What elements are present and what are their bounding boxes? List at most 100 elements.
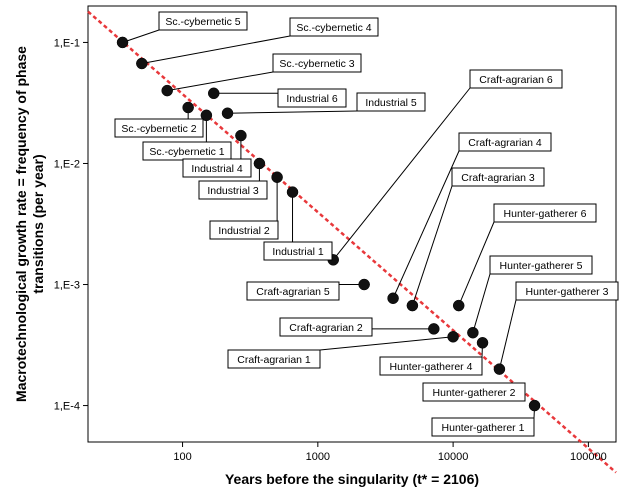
x-tick-label: 10000 xyxy=(438,451,469,463)
point-label: Hunter-gatherer 6 xyxy=(493,203,597,223)
data-point xyxy=(467,326,479,339)
point-label-box xyxy=(277,88,347,108)
y-tick-label: 1,E-3 xyxy=(54,280,80,292)
point-label-box xyxy=(469,69,563,89)
data-point xyxy=(221,107,234,119)
label-leader-line xyxy=(392,150,460,299)
point-label: Hunter-gatherer 1 xyxy=(431,417,535,437)
label-leader-line xyxy=(167,71,274,92)
point-label-box xyxy=(431,417,535,437)
point-labels: Sc.-cybernetic 5 Sc.-cybernetic 4 Sc.-cybe… xyxy=(114,11,619,437)
point-label-text: Sc.-cybernetic 3 xyxy=(279,58,354,70)
x-tick-label: 100 xyxy=(173,451,191,463)
point-label: Hunter-gatherer 2 xyxy=(422,382,526,402)
point-label: Industrial 4 xyxy=(182,158,252,178)
point-label: Craft-agrarian 4 xyxy=(458,132,552,152)
point-label: Sc.-cybernetic 5 xyxy=(158,11,248,31)
point-label-text: Industrial 5 xyxy=(365,97,417,109)
label-leader-line xyxy=(498,299,517,370)
point-label-box xyxy=(493,203,597,223)
point-label-text: Sc.-cybernetic 4 xyxy=(296,22,371,34)
point-label: Sc.-cybernetic 4 xyxy=(289,17,379,37)
x-axis-title: Years before the singularity (t* = 2106) xyxy=(225,471,479,487)
point-label-text: Industrial 6 xyxy=(286,93,338,105)
point-label: Industrial 5 xyxy=(356,92,426,112)
point-label-text: Craft-agrarian 2 xyxy=(289,322,363,334)
point-label: Hunter-gatherer 5 xyxy=(489,255,593,275)
point-label-box xyxy=(451,167,545,187)
data-point xyxy=(182,101,194,114)
axis-ticks: 100 1000 10000 100000 1,E-1 1,E-2 1,E-3 1,E-4 xyxy=(54,37,607,463)
point-label: Craft-agrarian 6 xyxy=(469,69,563,89)
point-label: Industrial 1 xyxy=(263,241,333,261)
point-label-box xyxy=(279,317,373,337)
data-point xyxy=(235,129,247,142)
data-point xyxy=(253,157,266,170)
y-tick-label: 1,E-2 xyxy=(54,158,80,170)
data-points xyxy=(116,36,541,412)
point-label-text: Hunter-gatherer 4 xyxy=(390,361,473,373)
label-leader-line xyxy=(472,273,491,333)
point-label: Craft-agrarian 5 xyxy=(246,281,340,301)
x-tick-label: 1000 xyxy=(306,451,330,463)
data-point xyxy=(493,363,506,375)
point-label: Craft-agrarian 3 xyxy=(451,167,545,187)
fit-line xyxy=(87,10,617,474)
point-label-text: Hunter-gatherer 2 xyxy=(433,387,516,399)
data-point xyxy=(406,299,419,312)
label-leader-line xyxy=(458,221,495,306)
data-point xyxy=(200,109,213,122)
point-label: Industrial 6 xyxy=(277,88,347,108)
data-point xyxy=(428,323,440,335)
data-point xyxy=(447,331,459,343)
y-axis-title-line2: transitions (per year) xyxy=(30,154,46,293)
point-label-text: Hunter-gatherer 1 xyxy=(442,422,525,434)
data-point xyxy=(452,299,465,312)
point-label-text: Sc.-cybernetic 1 xyxy=(149,146,224,158)
point-label-box xyxy=(227,349,321,369)
point-label-box xyxy=(158,11,248,31)
point-label-text: Sc.-cybernetic 2 xyxy=(121,123,196,135)
y-tick-label: 1,E-1 xyxy=(54,37,80,49)
point-label-text: Sc.-cybernetic 5 xyxy=(165,16,240,28)
point-label-box xyxy=(114,118,204,138)
point-label: Craft-agrarian 2 xyxy=(279,317,373,337)
data-point xyxy=(136,57,148,70)
point-label-text: Industrial 3 xyxy=(207,185,259,197)
data-point xyxy=(286,186,299,198)
label-leader-line xyxy=(227,110,358,114)
point-label-box xyxy=(182,158,252,178)
point-label-box xyxy=(489,255,593,275)
y-tick-label: 1,E-4 xyxy=(54,401,80,413)
point-label-box xyxy=(198,180,268,200)
data-point xyxy=(528,399,541,412)
label-leader-line xyxy=(122,29,160,43)
fit-line-layer xyxy=(87,10,617,474)
point-label-text: Hunter-gatherer 5 xyxy=(500,260,583,272)
point-label-text: Hunter-gatherer 3 xyxy=(526,286,609,298)
point-label-box xyxy=(263,241,333,261)
label-leader-line xyxy=(141,35,291,64)
data-point xyxy=(476,337,489,349)
point-label-box xyxy=(515,281,619,301)
point-label-box xyxy=(458,132,552,152)
point-label-text: Hunter-gatherer 6 xyxy=(504,208,587,220)
point-label: Industrial 2 xyxy=(209,220,279,240)
point-label-text: Craft-agrarian 4 xyxy=(468,137,542,149)
point-label-text: Industrial 4 xyxy=(191,163,243,175)
label-leader-line xyxy=(332,87,471,261)
data-point xyxy=(161,84,173,97)
label-leaders xyxy=(122,29,536,419)
data-point xyxy=(116,36,129,49)
data-point xyxy=(358,278,370,291)
data-point xyxy=(387,292,399,305)
point-label: Sc.-cybernetic 3 xyxy=(272,53,362,73)
point-label: Craft-agrarian 1 xyxy=(227,349,321,369)
point-label-box xyxy=(422,382,526,402)
point-label: Industrial 3 xyxy=(198,180,268,200)
point-label-box xyxy=(246,281,340,301)
point-label-box xyxy=(356,92,426,112)
point-label: Sc.-cybernetic 1 xyxy=(142,141,232,161)
point-label: Hunter-gatherer 3 xyxy=(515,281,619,301)
